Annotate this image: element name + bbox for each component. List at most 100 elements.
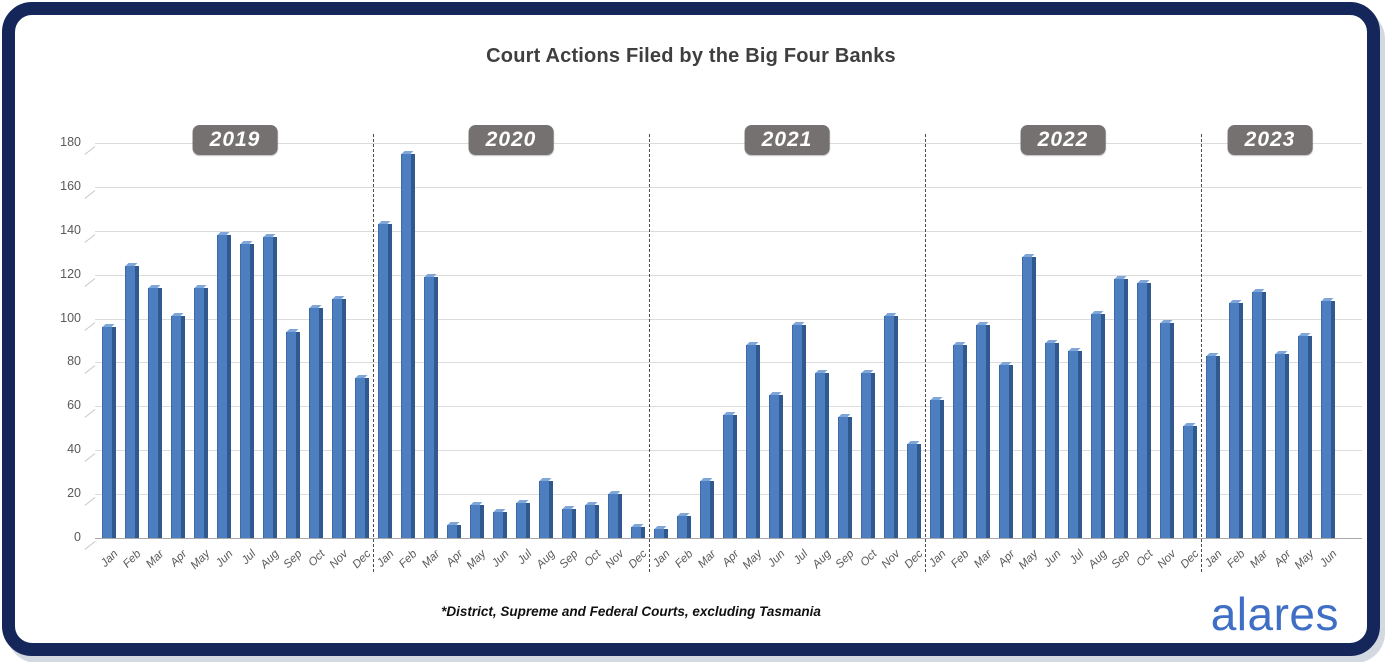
x-axis-label-2022-Nov: Nov	[1155, 548, 1178, 571]
x-axis-label-2022-Aug: Aug	[1086, 548, 1109, 571]
bar-2019-Oct	[308, 307, 323, 538]
alares-logo: alares	[1210, 588, 1339, 640]
x-axis-label-2022-Jan: Jan	[926, 548, 948, 570]
x-axis-label-2022-Sep: Sep	[1109, 548, 1132, 571]
gridline-0	[95, 538, 1362, 539]
x-axis-label-2019-Aug: Aug	[258, 548, 281, 571]
y-axis-label-80: 80	[67, 354, 81, 369]
x-axis-label-2022-Dec: Dec	[1178, 548, 1201, 571]
bar-2021-Dec	[906, 443, 921, 538]
x-axis-label-2021-Mar: Mar	[695, 548, 718, 571]
x-axis-label-2020-Mar: Mar	[419, 548, 442, 571]
year-separator-2021-2022	[925, 134, 926, 572]
year-separator-2020-2021	[649, 134, 650, 572]
x-axis-label-2021-May: May	[740, 548, 764, 572]
y-axis-label-0: 0	[74, 530, 81, 544]
axis-tick	[84, 541, 96, 550]
x-axis-label-2019-May: May	[188, 548, 212, 572]
bar-2019-Aug	[262, 237, 277, 538]
x-axis-label-2020-Jun: Jun	[489, 548, 511, 570]
x-axis-label-2020-Dec: Dec	[626, 548, 649, 571]
year-badge-2020: 2020	[468, 125, 554, 155]
y-axis-label-160: 160	[60, 178, 81, 193]
gridline-180	[95, 143, 1362, 144]
y-axis-label-120: 120	[60, 266, 81, 281]
y-axis-label-100: 100	[60, 310, 81, 325]
x-axis-label-2020-Apr: Apr	[443, 548, 465, 570]
x-axis-label-2020-Oct: Oct	[581, 548, 603, 570]
x-axis-label-2019-Mar: Mar	[143, 548, 166, 571]
x-axis-label-2020-Nov: Nov	[603, 548, 626, 571]
bar-2022-May	[1021, 257, 1036, 538]
year-badge-2019: 2019	[192, 125, 278, 155]
bar-2019-Apr	[170, 316, 185, 538]
bar-2020-Apr	[446, 524, 461, 538]
axis-tick	[84, 453, 96, 463]
y-axis-label-180: 180	[60, 135, 81, 149]
x-axis-label-2023-May: May	[1292, 548, 1316, 572]
x-axis-label-2020-Feb: Feb	[396, 548, 419, 571]
year-badge-2023: 2023	[1227, 125, 1313, 155]
bar-2019-Feb	[124, 265, 139, 538]
x-axis-label-2021-Oct: Oct	[857, 548, 879, 570]
bar-2022-Oct	[1136, 283, 1151, 538]
x-axis-label-2023-Feb: Feb	[1224, 548, 1247, 571]
x-axis-label-2022-Feb: Feb	[948, 548, 971, 571]
bar-2022-Jan	[929, 399, 944, 538]
year-badge-2021: 2021	[744, 125, 830, 155]
bar-2019-May	[193, 287, 208, 538]
x-axis-label-2019-Oct: Oct	[305, 548, 327, 570]
bar-2021-Aug	[814, 373, 829, 538]
bar-2019-Dec	[354, 377, 369, 538]
x-axis-label-2022-Jun: Jun	[1041, 548, 1063, 570]
bar-2020-Feb	[400, 153, 415, 538]
bar-2020-Mar	[423, 276, 438, 538]
x-axis-label-2022-Apr: Apr	[995, 548, 1017, 570]
bar-2020-Dec	[630, 527, 645, 538]
axis-tick	[84, 321, 96, 331]
bar-2020-May	[469, 505, 484, 538]
gridline-60	[95, 406, 1362, 408]
x-axis-label-2020-Jul: Jul	[515, 548, 534, 567]
gridline-160	[95, 186, 1362, 188]
bar-2020-Nov	[607, 494, 622, 538]
x-axis-label-2021-Jan: Jan	[650, 548, 672, 570]
x-axis-label-2023-Mar: Mar	[1247, 548, 1270, 571]
bar-2022-Apr	[998, 364, 1013, 538]
bar-2023-Jun	[1320, 301, 1335, 538]
bar-chart-plot-area: 0 20 40 60 80 100 120 140 160 180 Jan Feb Mar Apr May J…	[15, 15, 1367, 643]
x-axis-label-2023-Jan: Jan	[1202, 548, 1224, 570]
y-axis-label-140: 140	[60, 222, 81, 237]
bar-2022-Feb	[952, 344, 967, 538]
axis-tick	[84, 233, 96, 243]
axis-tick	[84, 189, 96, 199]
x-axis-label-2019-Jun: Jun	[213, 548, 235, 570]
bar-2019-Sep	[285, 331, 300, 538]
axis-tick	[84, 409, 96, 419]
gridline-80	[95, 362, 1362, 364]
x-axis-label-2021-Aug: Aug	[810, 548, 833, 571]
x-axis-label-2022-May: May	[1016, 548, 1040, 572]
x-axis-label-2021-Nov: Nov	[879, 548, 902, 571]
x-axis-label-2021-Dec: Dec	[902, 548, 925, 571]
bar-2019-Jun	[216, 235, 231, 538]
x-axis-label-2019-Feb: Feb	[120, 548, 143, 571]
bar-2021-Feb	[676, 516, 691, 538]
gridline-120	[95, 274, 1362, 276]
bar-2023-May	[1297, 336, 1312, 538]
bar-2019-Nov	[331, 298, 346, 538]
bar-2020-Jan	[377, 224, 392, 538]
x-axis-label-2022-Mar: Mar	[971, 548, 994, 571]
x-axis-label-2021-Jul: Jul	[791, 548, 810, 567]
axis-tick	[84, 497, 96, 507]
bar-2021-Apr	[722, 415, 737, 538]
x-axis-label-2021-Sep: Sep	[833, 548, 856, 571]
gridline-140	[95, 230, 1362, 232]
x-axis-label-2019-Sep: Sep	[281, 548, 304, 571]
x-axis-label-2022-Jul: Jul	[1067, 548, 1086, 567]
x-axis-label-2020-May: May	[464, 548, 488, 572]
bar-2021-May	[745, 344, 760, 538]
bar-2021-Jul	[791, 325, 806, 538]
x-axis-label-2019-Jul: Jul	[239, 548, 258, 567]
